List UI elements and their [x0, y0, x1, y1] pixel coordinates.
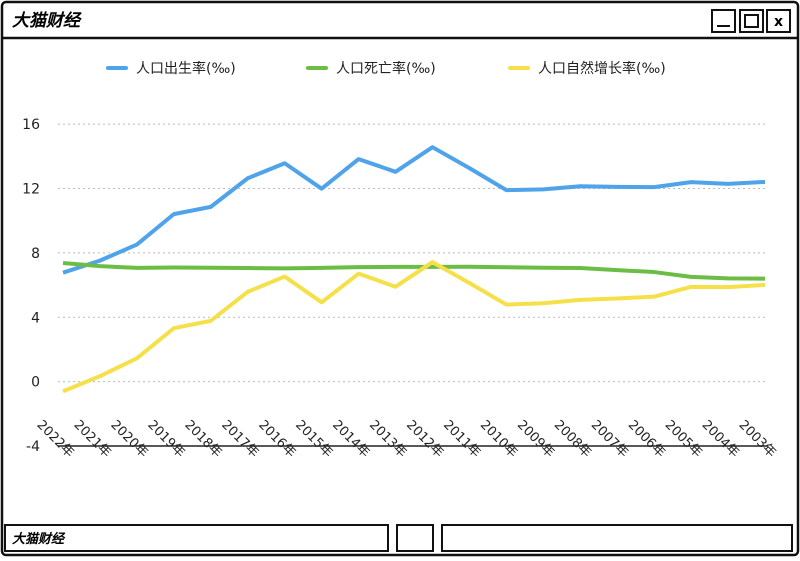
- y-tick-label: 8: [31, 246, 40, 262]
- legend-label: 人口自然增长率(‰): [538, 60, 666, 77]
- y-tick-label: 16: [22, 117, 40, 133]
- legend-label: 人口死亡率(‰): [336, 60, 436, 77]
- y-tick-label: -4: [26, 439, 40, 455]
- status-box: [4, 524, 389, 552]
- close-label: x: [774, 14, 783, 30]
- series-line: [62, 145, 766, 275]
- window-title: 大猫财经: [12, 11, 82, 31]
- y-tick-label: 0: [31, 375, 40, 391]
- y-tick-label: 4: [31, 310, 40, 326]
- minimize-button[interactable]: [711, 9, 736, 33]
- status-box: [441, 524, 793, 552]
- maximize-icon: [744, 14, 759, 28]
- close-button[interactable]: [766, 9, 791, 33]
- legend-label: 人口出生率(‰): [136, 60, 236, 77]
- window-footer: 大猫财经: [12, 531, 66, 547]
- series-line: [62, 260, 766, 394]
- maximize-button[interactable]: [739, 9, 764, 33]
- y-tick-label: 12: [22, 182, 40, 198]
- series-line: [62, 261, 766, 281]
- status-box: [396, 524, 434, 552]
